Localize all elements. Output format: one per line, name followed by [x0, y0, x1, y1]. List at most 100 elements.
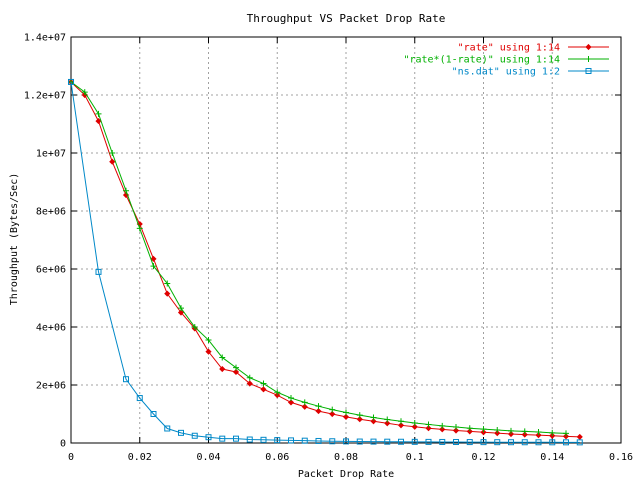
series-2-point: [191, 324, 198, 330]
data-series: [67, 78, 583, 446]
series-3-point: [329, 438, 336, 445]
series-2-point: [480, 426, 487, 433]
series-1-point: [164, 290, 171, 297]
y-tick-label: 2e+06: [36, 381, 66, 392]
series-3-point: [288, 437, 294, 444]
series-3-point: [233, 435, 239, 442]
series-1: [67, 78, 583, 440]
series-3-point: [466, 439, 473, 446]
axis-ticks: 0 0.02 0.04 0.06 0.08 0.1 0.12 0.14 0.16 0 2e+06 4e…: [24, 33, 633, 464]
series-2-point: [384, 416, 391, 423]
series-3-point: [549, 439, 556, 446]
series-3-point: [315, 437, 322, 444]
series-1-point: [370, 418, 377, 425]
series-1-point: [287, 399, 295, 406]
series-3-point: [343, 438, 349, 445]
y-tick-label: 1.4e+07: [24, 33, 66, 44]
y-axis-label: Throughput (Bytes/Sec): [9, 173, 20, 305]
x-tick-label: 0.06: [265, 452, 289, 463]
series-2-point: [136, 225, 143, 232]
series-2-point: [301, 399, 308, 406]
series-1-line: [70, 81, 580, 438]
series-3-point: [384, 438, 391, 445]
series-3-point: [370, 438, 377, 445]
legend-label-3: "ns.dat" using 1:2: [452, 67, 560, 78]
series-1-point: [246, 380, 253, 387]
y-tick-label: 1.2e+07: [24, 91, 66, 102]
y-tick-label: 1e+07: [36, 149, 66, 160]
series-2-point: [563, 430, 569, 437]
series-3-point: [356, 438, 363, 445]
series-3-point: [95, 268, 102, 275]
x-tick-label: 0.12: [471, 452, 495, 463]
legend-marker-1: [585, 43, 592, 51]
grid: [71, 37, 621, 443]
series-1-point: [507, 430, 515, 438]
legend-marker-2: [585, 56, 592, 62]
series-1-point: [260, 386, 267, 393]
series-2-point: [370, 414, 377, 421]
y-tick-label: 0: [60, 439, 66, 450]
series-2-point: [439, 422, 446, 429]
y-tick-label: 6e+06: [36, 265, 66, 276]
series-2-point: [356, 412, 363, 419]
series-2: [68, 78, 569, 437]
series-1-point: [384, 420, 391, 427]
x-tick-label: 0.16: [609, 452, 633, 463]
series-1-point: [315, 408, 322, 415]
series-3-point: [205, 434, 212, 441]
series-3-point: [191, 432, 198, 439]
series-3-point: [136, 395, 143, 402]
y-tick-label: 8e+06: [36, 207, 66, 218]
series-1-point: [480, 429, 487, 436]
series-1-point: [109, 158, 116, 165]
series-3-point: [301, 437, 308, 444]
series-2-point: [521, 428, 528, 435]
series-2-point: [205, 337, 212, 344]
series-3-point: [274, 437, 281, 444]
series-1-point: [95, 118, 102, 125]
series-3-point: [480, 439, 487, 446]
series-3-point: [219, 435, 226, 442]
series-2-point: [398, 418, 404, 425]
series-2-point: [329, 406, 336, 413]
series-1-point: [576, 433, 583, 440]
legend-label-2: "rate*(1-rate)" using 1:14: [403, 55, 560, 66]
series-1-point: [342, 413, 350, 420]
series-2-point: [164, 280, 171, 287]
series-3: [68, 78, 583, 446]
series-3-point: [411, 438, 418, 445]
series-2-point: [343, 409, 349, 416]
legend-label-1: "rate" using 1:14: [458, 43, 560, 54]
series-2-line: [70, 81, 567, 434]
series-2-point: [411, 419, 418, 426]
series-3-point: [68, 78, 74, 85]
series-3-point: [398, 438, 404, 445]
series-3-point: [508, 439, 514, 446]
series-2-point: [535, 428, 542, 435]
series-2-point: [178, 305, 184, 312]
series-2-point: [466, 425, 473, 432]
series-2-point: [453, 424, 459, 431]
series-2-point: [109, 150, 116, 156]
series-2-point: [233, 364, 239, 371]
series-2-point: [549, 429, 556, 436]
series-1-point: [439, 426, 446, 433]
series-2-point: [425, 421, 432, 428]
series-1-point: [411, 423, 418, 430]
series-3-line: [70, 81, 580, 443]
legend-marker-3: [585, 68, 592, 74]
series-2-point: [219, 354, 226, 361]
series-1-point: [329, 410, 336, 418]
series-1-point: [466, 428, 473, 435]
series-3-point: [521, 439, 528, 446]
series-2-point: [494, 426, 501, 433]
x-axis-label: Packet Drop Rate: [298, 469, 394, 480]
series-1-point: [425, 425, 432, 432]
series-3-point: [425, 438, 432, 445]
series-3-point: [576, 439, 583, 446]
series-2-point: [508, 427, 514, 434]
y-tick-label: 4e+06: [36, 323, 66, 334]
series-3-point: [123, 376, 129, 383]
